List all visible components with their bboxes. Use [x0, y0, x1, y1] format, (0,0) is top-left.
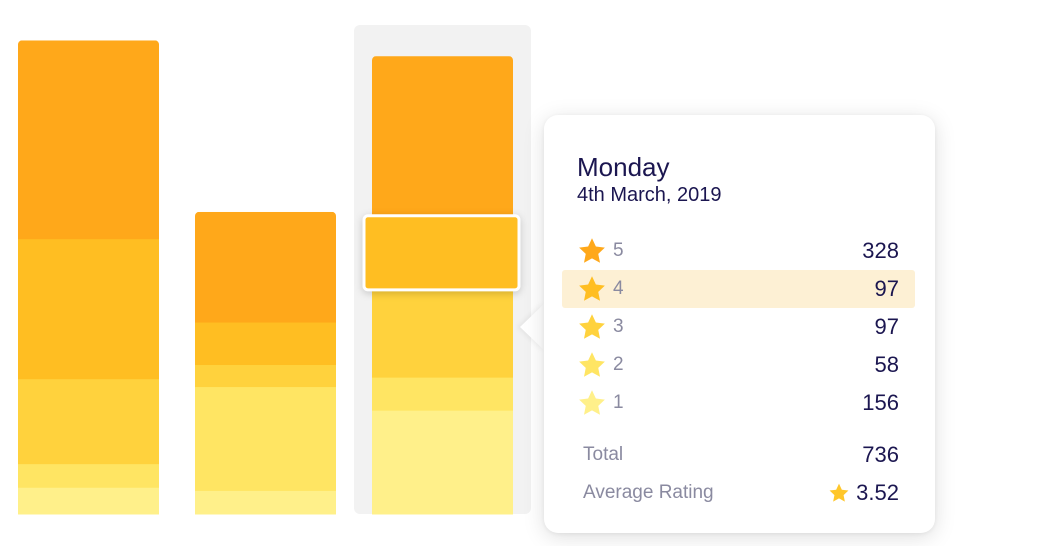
star-icon [579, 314, 605, 339]
rating-tooltip: Monday 4th March, 2019 5 328 4 97 3 97 2 58 1 156… [544, 115, 935, 533]
bar-segment[interactable] [195, 211, 336, 323]
bar-segment[interactable] [195, 364, 336, 388]
average-rating-number: 3.52 [856, 480, 899, 505]
rating-label: 1 [613, 392, 624, 413]
bar-segment[interactable] [18, 238, 159, 380]
rating-count: 97 [874, 314, 899, 339]
bar-segment[interactable] [18, 40, 159, 240]
highlighted-bar-segment[interactable] [362, 214, 521, 292]
bar-segment[interactable] [372, 56, 513, 221]
total-label: Total [583, 444, 624, 465]
bar-segment[interactable] [18, 463, 159, 488]
rating-label: 4 [613, 278, 624, 299]
total-row: Total 736 [562, 436, 915, 474]
bar-segment[interactable] [372, 377, 513, 411]
star-icon [579, 276, 605, 301]
rating-row-1: 1 156 [562, 384, 915, 422]
rating-row-2: 2 58 [562, 346, 915, 384]
rating-label: 3 [613, 316, 624, 337]
rating-count: 97 [874, 276, 899, 301]
rating-row-5: 5 328 [562, 232, 915, 270]
bar-segment[interactable] [195, 386, 336, 491]
rating-label: 5 [613, 240, 624, 261]
tooltip-pointer [520, 303, 545, 351]
rating-breakdown: 5 328 4 97 3 97 2 58 1 156 [562, 232, 915, 422]
star-icon [579, 238, 605, 263]
star-icon [829, 483, 849, 502]
rating-count: 328 [862, 238, 899, 263]
rating-label: 2 [613, 354, 624, 375]
bar-segment[interactable] [195, 490, 336, 515]
average-rating-label: Average Rating [583, 482, 714, 503]
bar-segment[interactable] [372, 410, 513, 515]
rating-count: 156 [862, 390, 899, 415]
bar-segment[interactable] [195, 322, 336, 366]
tooltip-day: Monday [577, 152, 670, 182]
bar-segment[interactable] [372, 285, 513, 378]
star-icon [579, 390, 605, 415]
rating-row-3: 3 97 [562, 308, 915, 346]
tooltip-date: 4th March, 2019 [577, 184, 722, 206]
bar-segment[interactable] [18, 487, 159, 515]
star-icon [579, 352, 605, 377]
total-value: 736 [862, 442, 899, 467]
rating-count: 58 [874, 352, 899, 377]
average-rating-value: 3.52 [828, 480, 899, 506]
average-rating-row: Average Rating 3.52 [562, 474, 915, 512]
bar-segment[interactable] [18, 378, 159, 465]
rating-row-4: 4 97 [562, 270, 915, 308]
